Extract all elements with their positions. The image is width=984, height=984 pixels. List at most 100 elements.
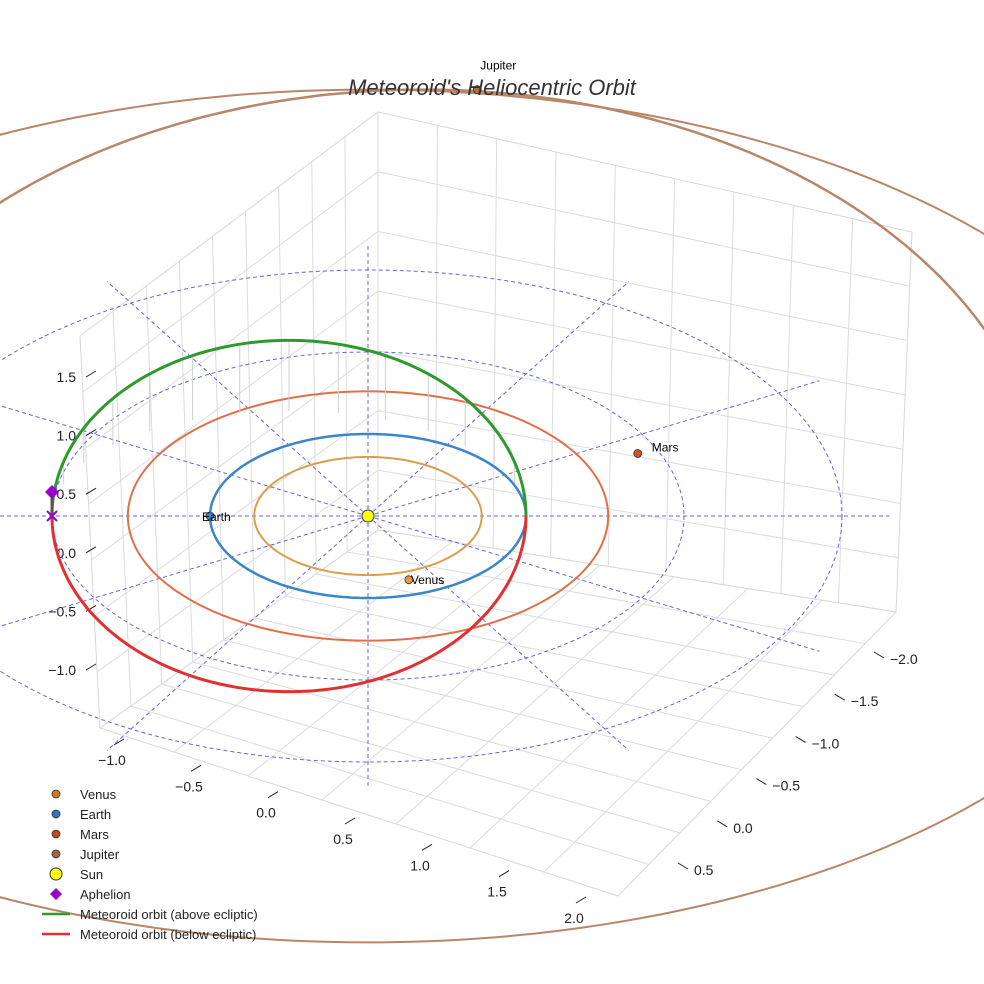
gridline [316,573,835,676]
legend-label: Meteoroid orbit (above ecliptic) [80,906,258,922]
gridline [93,410,379,617]
gridline [130,705,650,865]
gridline [395,576,675,825]
legend-dot [51,829,61,839]
venus-label: Venus [411,573,444,587]
gridline [377,290,906,396]
meteoroid-orbit-above [50,338,528,517]
mars-label: Mars [652,440,679,454]
gridline [377,230,908,342]
y-axis-tick-label: 0.5 [694,862,714,878]
legend-swatch [36,864,76,884]
z-axis-tick [85,370,97,378]
legend-swatch [36,804,76,824]
gridline [780,205,794,594]
y-axis-tick [756,778,767,786]
mars-orbit [126,390,610,642]
gridline [91,350,379,561]
gridline [543,599,823,873]
y-axis-tick-label: −1.5 [851,693,879,709]
gridline [321,564,601,801]
reference-spoke [367,380,820,517]
legend-label: Mars [80,826,109,842]
legend-label: Meteoroid orbit (below ecliptic) [80,926,257,942]
gridline [492,138,498,549]
z-axis-tick [85,663,97,671]
reference-spoke [367,515,630,751]
body-markers: Earth Venus Mars Jupiter [45,59,678,587]
node-cross-marker [46,510,58,522]
gridline [112,311,132,707]
y-axis-tick [834,693,846,701]
legend-swatch [36,884,76,904]
legend-sun [49,867,63,881]
y-axis-tick [795,735,806,743]
y-axis-tick [677,862,689,870]
gridline [173,541,453,753]
venus-orbit [253,456,483,576]
y-axis-tick [716,820,728,828]
legend-label: Sun [80,866,104,882]
y-axis-tick-label: −1.0 [812,735,840,751]
z-axis-tick-label: −0.5 [48,603,76,619]
z-axis-tick-label: −1.0 [48,662,76,678]
legend-label: Jupiter [80,846,120,862]
z-axis-tick [85,487,97,495]
gridline [247,553,527,777]
gridline [347,551,866,645]
gridline [82,171,379,393]
gridline [223,639,742,771]
x-axis-tick [498,870,510,878]
legend-item: Venus [36,784,258,804]
z-axis-tick [85,546,97,554]
sun-marker [361,509,375,523]
z-axis-tick-label: 1.0 [57,428,77,444]
reference-spoke [106,281,369,517]
x-axis-tick [190,764,202,772]
venus-marker [404,575,414,585]
legend-item: Aphelion [36,884,258,904]
jupiter-marker [472,85,482,94]
legend-diamond [50,888,62,900]
jupiter-orbit [0,88,984,944]
legend-swatch [36,844,76,864]
gridline [278,186,286,597]
x-axis-tick [421,843,433,851]
aphelion-marker [45,485,59,499]
gridline [435,125,438,540]
mars-marker [633,449,643,458]
legend-swatch [36,924,76,944]
earth-label: Earth [202,510,231,524]
legend-item: Mars [36,824,258,844]
reference-spoke [367,281,630,517]
gridline [161,683,680,834]
x-axis-tick-label: 0.0 [256,805,276,821]
gridline [377,171,910,287]
y-axis-tick [873,651,885,659]
gridline [85,231,379,449]
gridline [469,588,749,849]
reference-spoke [0,405,369,517]
x-axis-tick [344,817,356,825]
chart-title: Meteoroid's Heliocentric Orbit [348,75,637,100]
gridline [192,661,711,802]
reference-spoke [106,515,369,751]
gridline [145,286,163,685]
legend: Venus Earth Mars Jupiter Sun Aphelion Meteoroi… [36,784,258,944]
legend-label: Earth [80,806,112,822]
earth-marker [205,511,215,521]
y-axis-tick-label: −2.0 [890,651,918,667]
legend-swatch [36,904,76,924]
gridline [285,595,804,708]
gridline [550,151,557,558]
legend-item: Jupiter [36,844,258,864]
gridline [88,290,379,505]
x-axis-tick [575,896,587,904]
legend-dot [51,809,61,819]
x-axis-tick-label: 1.5 [487,884,507,900]
x-axis-tick-label: 1.0 [410,857,430,873]
gridline [211,236,225,641]
legend-item: Meteoroid orbit (below ecliptic) [36,924,258,944]
gridline [722,191,735,585]
